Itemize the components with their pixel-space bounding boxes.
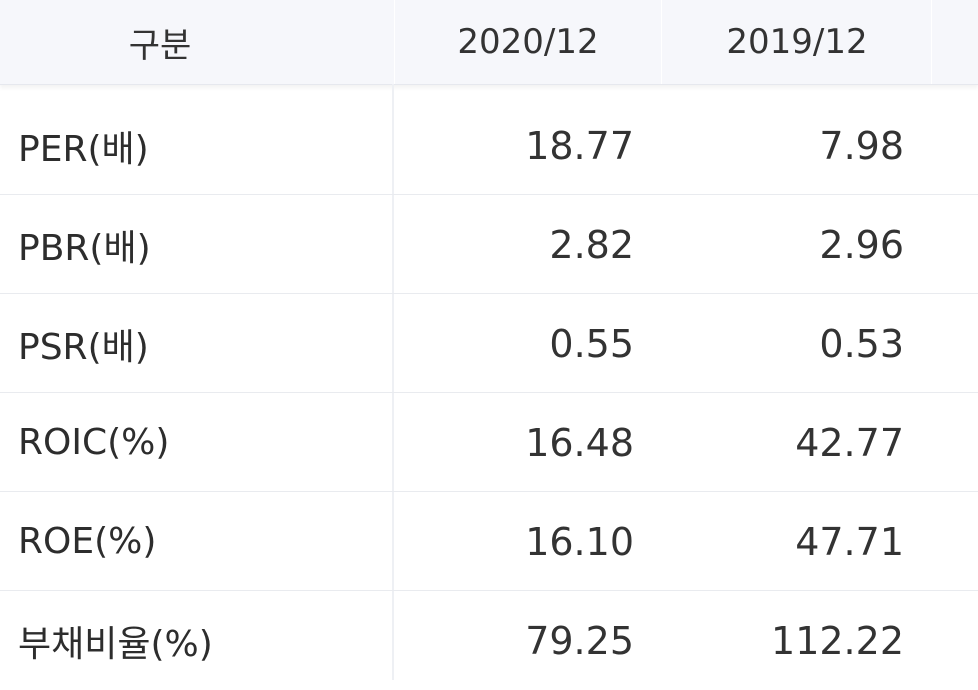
table-header: 구분 2020/12 2019/12 [0, 0, 978, 85]
header-divider [931, 0, 932, 84]
row-value-2020: 16.10 [525, 519, 634, 564]
table-row: PBR(배) 2.82 2.96 [0, 195, 978, 294]
table-row: ROIC(%) 16.48 42.77 [0, 393, 978, 492]
row-label: PSR(배) [18, 326, 149, 368]
row-value-2020: 79.25 [525, 618, 634, 663]
row-value-2020: 18.77 [525, 123, 634, 168]
row-value-2020: 0.55 [549, 321, 634, 366]
row-label: ROIC(%) [18, 422, 170, 463]
row-value-2020: 2.82 [549, 222, 634, 267]
header-divider [661, 0, 662, 84]
table-row: 부채비율(%) 79.25 112.22 [0, 591, 978, 690]
row-value-2019: 112.22 [771, 618, 904, 663]
table-row: ROE(%) 16.10 47.71 [0, 492, 978, 591]
header-period-2019: 2019/12 [726, 22, 868, 62]
row-value-2019: 0.53 [819, 321, 904, 366]
row-label: PER(배) [18, 128, 149, 170]
row-label: PBR(배) [18, 227, 151, 269]
row-value-2019: 42.77 [795, 420, 904, 465]
row-label: 부채비율(%) [18, 623, 213, 665]
header-category: 구분 [128, 25, 192, 66]
row-value-2019: 47.71 [795, 519, 904, 564]
header-divider [394, 0, 395, 84]
column-divider [392, 84, 394, 680]
row-value-2020: 16.48 [525, 420, 634, 465]
row-value-2019: 7.98 [819, 123, 904, 168]
table-row: PER(배) 18.77 7.98 [0, 96, 978, 195]
row-value-2019: 2.96 [819, 222, 904, 267]
row-label: ROE(%) [18, 521, 157, 562]
header-period-2020: 2020/12 [457, 22, 599, 62]
table-row: PSR(배) 0.55 0.53 [0, 294, 978, 393]
